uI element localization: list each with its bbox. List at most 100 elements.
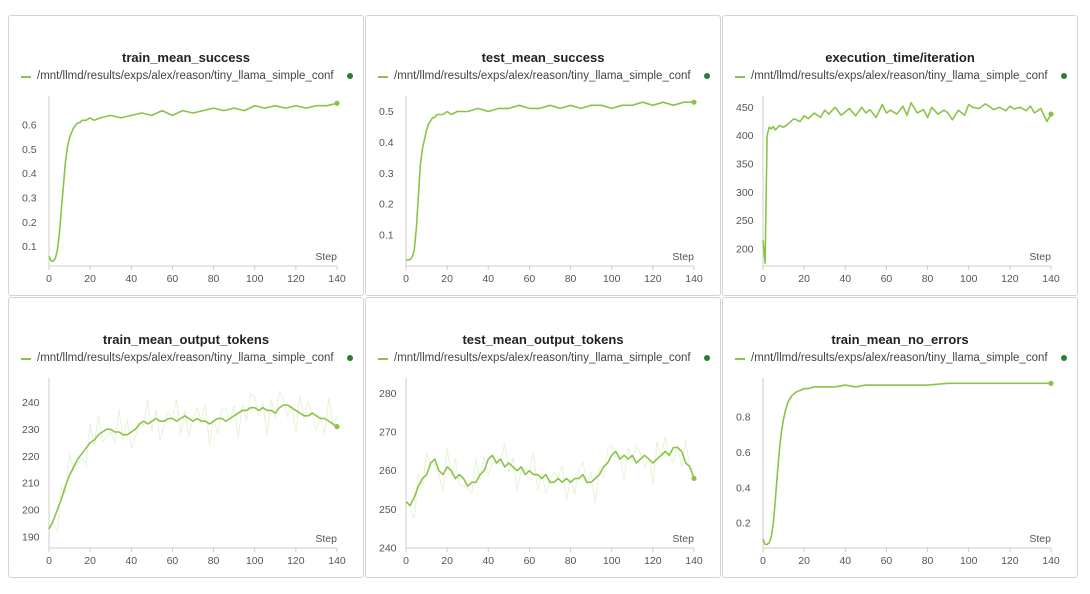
x-tick-label: 100 — [603, 273, 621, 285]
y-tick-label: 250 — [379, 504, 397, 516]
x-tick-label: 140 — [1042, 273, 1060, 285]
x-axis-label: Step — [1029, 533, 1051, 545]
x-tick-label: 60 — [524, 273, 536, 285]
legend-dot-icon — [704, 355, 710, 361]
series-line[interactable] — [762, 102, 1052, 264]
y-tick-label: 0.6 — [22, 120, 37, 132]
y-tick-label: 0.5 — [22, 144, 37, 156]
x-tick-label: 80 — [208, 555, 220, 567]
legend-dot-icon — [704, 73, 710, 79]
legend-swatch — [735, 76, 745, 78]
legend-label: /mnt/llmd/results/exps/alex/reason/tiny_… — [751, 352, 1048, 364]
x-tick-label: 20 — [798, 273, 810, 285]
series-end-point — [1048, 380, 1054, 386]
legend-dot-icon — [1061, 73, 1067, 79]
y-tick-label: 400 — [736, 130, 754, 142]
x-axis-label: Step — [1029, 251, 1051, 263]
y-tick-label: 0.4 — [379, 137, 394, 149]
x-tick-label: 20 — [441, 273, 453, 285]
x-tick-label: 20 — [798, 555, 810, 567]
y-tick-label: 230 — [22, 424, 40, 436]
x-tick-label: 60 — [167, 555, 179, 567]
panel-test-mean-success: test_mean_success /mnt/llmd/results/exps… — [365, 15, 721, 296]
y-tick-label: 0.5 — [379, 106, 394, 118]
y-tick-label: 450 — [736, 102, 754, 114]
legend[interactable]: /mnt/llmd/results/exps/alex/reason/tiny_… — [735, 70, 1069, 86]
series-line[interactable] — [48, 102, 338, 262]
x-tick-label: 0 — [46, 273, 52, 285]
series-line[interactable] — [762, 382, 1051, 546]
y-tick-label: 0.4 — [22, 168, 37, 180]
x-tick-label: 120 — [1001, 555, 1019, 567]
chart-title: train_mean_success — [122, 50, 250, 65]
x-tick-label: 120 — [287, 273, 305, 285]
x-tick-label: 80 — [565, 555, 577, 567]
x-tick-label: 140 — [328, 555, 346, 567]
y-tick-label: 0.2 — [22, 217, 37, 229]
line-chart[interactable]: 0.1 0.2 0.3 0.4 0.5 0 20 40 60 80 100 120 140 Step — [366, 16, 722, 297]
line-chart[interactable]: 0.2 0.4 0.6 0.8 0 20 40 60 80 100 120 140 Step — [723, 298, 1079, 579]
legend[interactable]: /mnt/llmd/results/exps/alex/reason/tiny_… — [21, 352, 355, 368]
x-axis-label: Step — [315, 251, 337, 263]
legend-swatch — [735, 358, 745, 360]
panel-train-mean-success: train_mean_success /mnt/llmd/results/exp… — [8, 15, 364, 296]
x-tick-label: 80 — [208, 273, 220, 285]
legend[interactable]: /mnt/llmd/results/exps/alex/reason/tiny_… — [735, 352, 1069, 368]
x-tick-label: 120 — [1001, 273, 1019, 285]
legend[interactable]: /mnt/llmd/results/exps/alex/reason/tiny_… — [378, 70, 712, 86]
x-tick-label: 100 — [246, 273, 264, 285]
legend-dot-icon — [1061, 355, 1067, 361]
series-end-point — [691, 99, 697, 105]
x-tick-label: 40 — [125, 555, 137, 567]
line-chart[interactable]: 200 250 300 350 400 450 0 20 40 60 80 100 120 140 Step — [723, 16, 1079, 297]
x-tick-label: 20 — [84, 273, 96, 285]
x-tick-label: 120 — [287, 555, 305, 567]
line-chart[interactable]: 0.1 0.2 0.3 0.4 0.5 0.6 0 20 40 60 80 100 120 140 Step — [9, 16, 365, 297]
x-tick-label: 0 — [403, 555, 409, 567]
y-tick-label: 210 — [22, 478, 40, 490]
series-end-point — [1048, 111, 1054, 117]
y-tick-label: 300 — [736, 187, 754, 199]
y-tick-label: 200 — [736, 244, 754, 256]
x-tick-label: 80 — [922, 273, 934, 285]
x-tick-label: 40 — [839, 273, 851, 285]
panel-train-mean-no-errors: train_mean_no_errors /mnt/llmd/results/e… — [722, 297, 1078, 578]
y-tick-label: 280 — [379, 388, 397, 400]
legend-dot-icon — [347, 73, 353, 79]
raw-series-line — [405, 436, 695, 520]
x-tick-label: 100 — [960, 555, 978, 567]
panel-train-mean-output-tokens: train_mean_output_tokens /mnt/llmd/resul… — [8, 297, 364, 578]
x-tick-label: 140 — [685, 273, 703, 285]
legend[interactable]: /mnt/llmd/results/exps/alex/reason/tiny_… — [21, 70, 355, 86]
y-tick-label: 200 — [22, 505, 40, 517]
series-line[interactable] — [405, 446, 695, 507]
chart-title: train_mean_output_tokens — [102, 332, 270, 347]
series-end-point — [334, 423, 340, 430]
y-tick-label: 240 — [379, 543, 397, 555]
x-tick-label: 80 — [922, 555, 934, 567]
x-tick-label: 20 — [441, 555, 453, 567]
y-tick-label: 0.2 — [736, 518, 751, 530]
y-tick-label: 0.3 — [379, 168, 394, 180]
x-tick-label: 100 — [246, 555, 264, 567]
y-tick-label: 0.3 — [22, 193, 37, 205]
line-chart[interactable]: 190 200 210 220 230 240 0 20 40 60 80 100 120 140 Step — [9, 298, 365, 579]
x-tick-label: 140 — [328, 273, 346, 285]
series-line[interactable] — [406, 101, 694, 261]
series-end-point — [691, 475, 697, 482]
x-tick-label: 80 — [565, 273, 577, 285]
line-chart[interactable]: 240 250 260 270 280 0 20 40 60 80 100 120 140 Step — [366, 298, 722, 579]
x-tick-label: 0 — [403, 273, 409, 285]
series-line[interactable] — [48, 404, 338, 530]
legend-swatch — [378, 358, 388, 360]
x-tick-label: 120 — [644, 555, 662, 567]
y-tick-label: 0.8 — [736, 411, 751, 423]
x-tick-label: 120 — [644, 273, 662, 285]
y-tick-label: 220 — [22, 451, 40, 463]
x-tick-label: 60 — [167, 273, 179, 285]
y-tick-label: 240 — [22, 397, 40, 409]
panel-execution-time-iteration: execution_time/iteration /mnt/llmd/resul… — [722, 15, 1078, 296]
legend[interactable]: /mnt/llmd/results/exps/alex/reason/tiny_… — [378, 352, 712, 368]
x-tick-label: 0 — [46, 555, 52, 567]
x-tick-label: 0 — [760, 555, 766, 567]
